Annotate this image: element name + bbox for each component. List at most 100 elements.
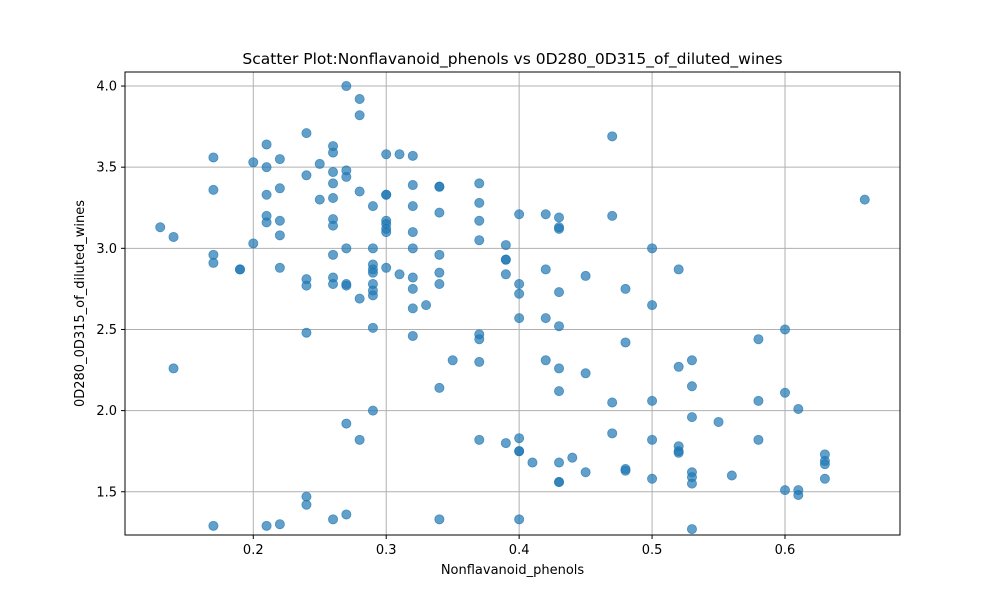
data-point (607, 428, 618, 439)
data-point (367, 290, 378, 301)
data-point (341, 171, 352, 182)
data-point (514, 514, 525, 525)
data-point (328, 178, 339, 189)
y-tick-label: 4.0 (96, 80, 117, 95)
data-point (407, 330, 418, 341)
data-point (780, 324, 791, 335)
data-point (474, 178, 485, 189)
x-tick-label: 0.6 (775, 543, 796, 558)
data-point (434, 279, 445, 290)
data-point (819, 473, 830, 484)
data-point (447, 355, 458, 366)
data-point (407, 201, 418, 212)
data-point (314, 158, 325, 169)
data-point (208, 257, 219, 268)
data-point (407, 283, 418, 294)
data-point (434, 181, 445, 192)
data-point (168, 363, 179, 374)
data-point (514, 209, 525, 220)
data-point (500, 269, 511, 280)
data-point (381, 189, 392, 200)
data-point (554, 457, 565, 468)
data-point (753, 334, 764, 345)
data-point (686, 412, 697, 423)
data-point (328, 147, 339, 158)
data-point (780, 387, 791, 398)
data-point (328, 249, 339, 260)
data-point (686, 478, 697, 489)
plot-frame (124, 71, 901, 536)
data-point (301, 327, 312, 338)
data-point (301, 280, 312, 291)
data-point (540, 355, 551, 366)
data-point (208, 184, 219, 195)
data-point (367, 322, 378, 333)
data-point (328, 193, 339, 204)
data-point (500, 240, 511, 251)
data-point (208, 152, 219, 163)
data-point (274, 154, 285, 165)
data-point (328, 220, 339, 231)
data-point (673, 361, 684, 372)
data-point (341, 243, 352, 254)
data-point (514, 446, 525, 457)
data-point (367, 243, 378, 254)
data-point (686, 524, 697, 535)
y-tick-label: 2.5 (96, 323, 117, 338)
data-point (647, 434, 658, 445)
data-point (394, 149, 405, 160)
data-point (647, 473, 658, 484)
data-point (647, 300, 658, 311)
data-point (301, 170, 312, 181)
data-point (514, 279, 525, 290)
data-point (421, 300, 432, 311)
grid (125, 72, 900, 535)
data-point (328, 514, 339, 525)
data-point (686, 355, 697, 366)
data-point (354, 293, 365, 304)
data-point (673, 264, 684, 275)
data-point (793, 489, 804, 500)
x-tick-label: 0.3 (376, 543, 397, 558)
data-point (314, 194, 325, 205)
data-point (474, 197, 485, 208)
data-point (793, 403, 804, 414)
data-point (434, 249, 445, 260)
data-point (607, 131, 618, 142)
data-point (514, 433, 525, 444)
data-point (168, 231, 179, 242)
data-point (367, 201, 378, 212)
data-point (726, 470, 737, 481)
data-point (261, 189, 272, 200)
data-point (367, 267, 378, 278)
data-point (780, 485, 791, 496)
data-point (474, 334, 485, 345)
data-point (261, 217, 272, 228)
data-point (554, 287, 565, 298)
data-point (274, 262, 285, 273)
data-point (686, 381, 697, 392)
data-point (274, 215, 285, 226)
data-point (554, 223, 565, 234)
data-point (407, 243, 418, 254)
data-point (859, 194, 870, 205)
data-point (261, 139, 272, 150)
data-point (261, 520, 272, 531)
data-point (354, 186, 365, 197)
data-point (341, 509, 352, 520)
data-point (434, 267, 445, 278)
data-point (354, 434, 365, 445)
data-point (540, 209, 551, 220)
data-point (514, 313, 525, 324)
data-point (567, 452, 578, 463)
data-point (713, 416, 724, 427)
data-point (155, 222, 166, 233)
data-point (474, 215, 485, 226)
data-point (554, 477, 565, 488)
data-point (753, 434, 764, 445)
data-points (155, 81, 870, 535)
x-tick-label: 0.5 (642, 543, 663, 558)
data-point (434, 207, 445, 218)
